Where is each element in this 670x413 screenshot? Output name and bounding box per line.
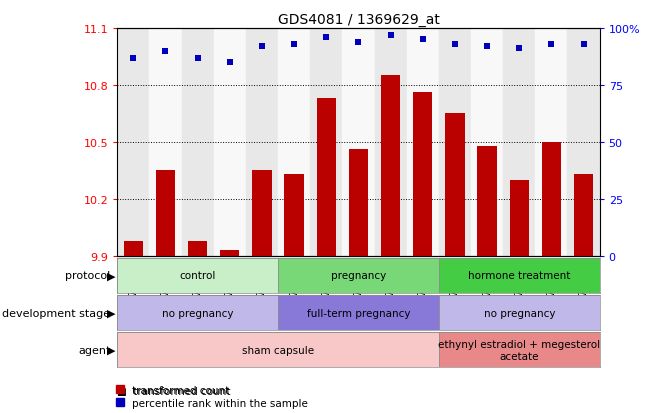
Point <box>353 39 364 46</box>
Bar <box>285 175 304 256</box>
Bar <box>117 295 278 330</box>
Legend: transformed count, percentile rank within the sample: transformed count, percentile rank withi… <box>116 385 308 408</box>
Point <box>192 55 203 62</box>
Bar <box>149 29 182 256</box>
Bar <box>278 29 310 256</box>
Point <box>482 44 492 50</box>
Bar <box>253 171 271 256</box>
Bar <box>317 99 336 256</box>
Text: ■  transformed count: ■ transformed count <box>117 386 230 396</box>
Text: protocol: protocol <box>65 271 111 281</box>
Bar <box>446 114 464 256</box>
Bar <box>439 258 600 293</box>
Text: pregnancy: pregnancy <box>331 271 386 281</box>
Text: no pregnancy: no pregnancy <box>162 308 233 318</box>
Text: ethynyl estradiol + megesterol
acetate: ethynyl estradiol + megesterol acetate <box>438 339 600 361</box>
Point <box>257 44 267 50</box>
Bar <box>535 29 567 256</box>
Point <box>450 41 460 48</box>
Title: GDS4081 / 1369629_at: GDS4081 / 1369629_at <box>277 12 440 26</box>
Bar <box>413 93 432 256</box>
Bar <box>542 142 561 256</box>
Point <box>160 48 171 55</box>
Text: development stage: development stage <box>3 308 111 318</box>
Bar <box>342 29 375 256</box>
Point <box>128 55 139 62</box>
Bar <box>117 258 278 293</box>
Point <box>417 37 428 43</box>
Point <box>224 59 235 66</box>
Bar <box>407 29 439 256</box>
Bar <box>117 29 149 256</box>
Bar <box>375 29 407 256</box>
Bar <box>503 29 535 256</box>
Bar <box>349 150 368 256</box>
Text: ▶: ▶ <box>107 308 116 318</box>
Text: control: control <box>180 271 216 281</box>
Bar <box>381 76 400 256</box>
Text: agent: agent <box>78 345 111 355</box>
Point <box>385 32 396 39</box>
Bar <box>278 258 439 293</box>
Bar <box>188 241 207 256</box>
Point <box>578 41 589 48</box>
Text: ▶: ▶ <box>107 345 116 355</box>
Bar <box>117 332 439 368</box>
Bar <box>567 29 600 256</box>
Bar <box>278 295 439 330</box>
Bar <box>439 29 471 256</box>
Bar <box>124 241 143 256</box>
Bar <box>220 250 239 256</box>
Bar <box>310 29 342 256</box>
Bar <box>182 29 214 256</box>
Bar <box>510 180 529 256</box>
Text: no pregnancy: no pregnancy <box>484 308 555 318</box>
Text: ▶: ▶ <box>107 271 116 281</box>
Bar <box>439 332 600 368</box>
Text: full-term pregnancy: full-term pregnancy <box>307 308 410 318</box>
Point <box>321 35 332 41</box>
Point <box>546 41 557 48</box>
Text: sham capsule: sham capsule <box>242 345 314 355</box>
Point <box>514 46 525 52</box>
Bar <box>214 29 246 256</box>
Point <box>289 41 299 48</box>
Bar <box>574 175 593 256</box>
Bar <box>471 29 503 256</box>
Bar <box>439 295 600 330</box>
Text: hormone treatment: hormone treatment <box>468 271 570 281</box>
Bar <box>478 146 496 256</box>
Bar <box>246 29 278 256</box>
Bar <box>156 171 175 256</box>
